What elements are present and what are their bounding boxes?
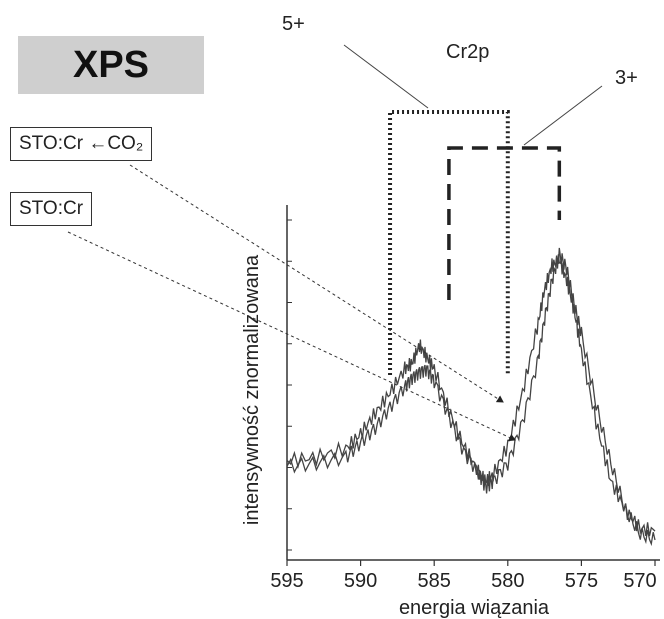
arrow-plain: [67, 231, 516, 442]
sample-label-co2: STO:Cr ←CO₂: [10, 127, 153, 161]
chart-title: XPS: [72, 43, 150, 86]
label-5plus: 5+: [282, 13, 305, 35]
x-tick-label: 585: [418, 570, 451, 592]
arrow-co2: [129, 164, 504, 403]
leader-5plus: [343, 44, 429, 109]
series-line-plain: [286, 247, 656, 547]
bracket-5plus: [388, 110, 510, 375]
x-tick-label: 595: [270, 570, 303, 592]
bracket-3plus: [447, 146, 562, 300]
x-tick-label: 570: [623, 570, 656, 592]
sample-label-plain: STO:Cr: [10, 192, 93, 226]
x-tick-label: 580: [491, 570, 524, 592]
chart-subtitle: Cr2p: [446, 41, 489, 63]
title-box: XPS: [18, 36, 204, 94]
label-3plus: 3+: [615, 67, 638, 89]
leader-3plus: [523, 85, 603, 146]
x-tick-label: 575: [565, 570, 598, 592]
series-line-co2: [286, 254, 656, 537]
y-axis-label: intensywność znormalizowana: [241, 254, 263, 525]
x-tick-label: 590: [344, 570, 377, 592]
x-axis-label: energia wiązania: [399, 597, 550, 619]
